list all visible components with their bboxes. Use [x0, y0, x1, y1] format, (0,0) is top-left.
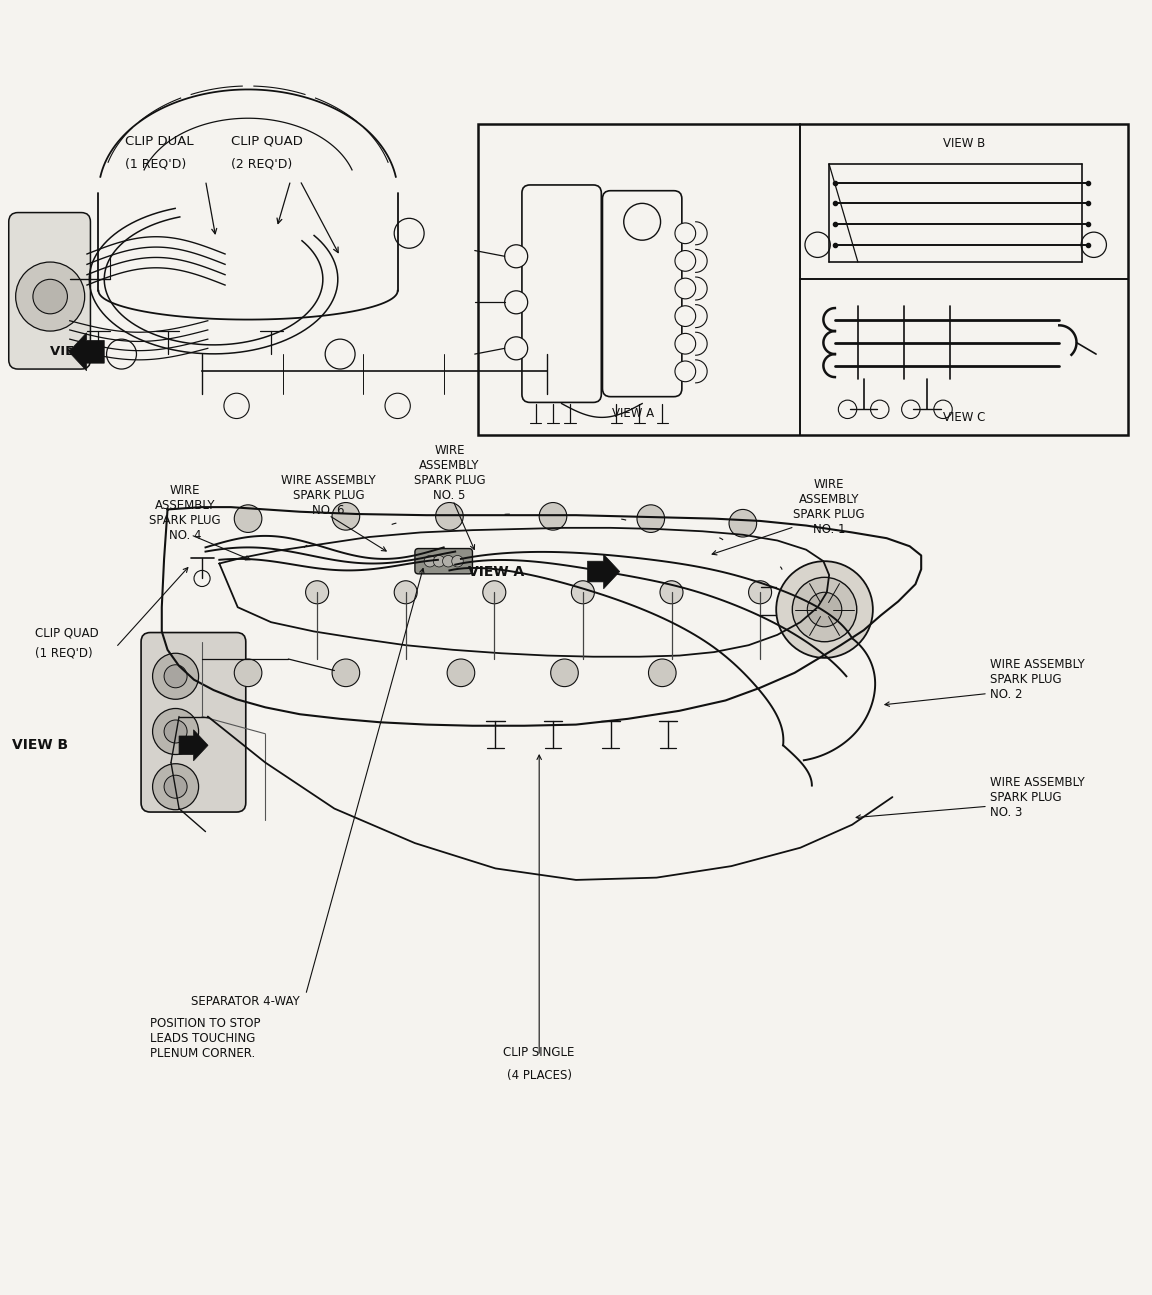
- Circle shape: [447, 659, 475, 686]
- Circle shape: [332, 502, 359, 530]
- Circle shape: [452, 556, 463, 567]
- Text: WIRE ASSEMBLY
SPARK PLUG
NO. 2: WIRE ASSEMBLY SPARK PLUG NO. 2: [991, 658, 1085, 701]
- Circle shape: [16, 262, 85, 332]
- Text: WIRE ASSEMBLY
SPARK PLUG
NO. 6: WIRE ASSEMBLY SPARK PLUG NO. 6: [281, 474, 376, 517]
- Circle shape: [33, 280, 68, 313]
- Circle shape: [934, 400, 953, 418]
- Circle shape: [505, 291, 528, 313]
- FancyBboxPatch shape: [415, 549, 472, 574]
- Circle shape: [675, 250, 696, 271]
- Circle shape: [305, 580, 328, 603]
- Circle shape: [152, 764, 198, 809]
- Circle shape: [435, 502, 463, 530]
- FancyBboxPatch shape: [602, 190, 682, 396]
- Text: WIRE
ASSEMBLY
SPARK PLUG
NO. 4: WIRE ASSEMBLY SPARK PLUG NO. 4: [149, 484, 220, 541]
- Polygon shape: [179, 730, 209, 761]
- Circle shape: [194, 570, 210, 587]
- Circle shape: [749, 580, 772, 603]
- Circle shape: [394, 580, 417, 603]
- Circle shape: [675, 306, 696, 326]
- Circle shape: [902, 400, 920, 418]
- Circle shape: [793, 578, 857, 642]
- Circle shape: [871, 400, 889, 418]
- Circle shape: [152, 708, 198, 755]
- FancyBboxPatch shape: [141, 632, 245, 812]
- Circle shape: [433, 556, 445, 567]
- Circle shape: [675, 278, 696, 299]
- Text: WIRE
ASSEMBLY
SPARK PLUG
NO. 5: WIRE ASSEMBLY SPARK PLUG NO. 5: [414, 444, 485, 501]
- Circle shape: [649, 659, 676, 686]
- Circle shape: [106, 339, 136, 369]
- Circle shape: [442, 556, 454, 567]
- Text: WIRE
ASSEMBLY
SPARK PLUG
NO. 1: WIRE ASSEMBLY SPARK PLUG NO. 1: [794, 478, 865, 536]
- Circle shape: [675, 223, 696, 243]
- Bar: [478, 124, 1128, 435]
- Circle shape: [1081, 232, 1106, 258]
- Circle shape: [164, 720, 187, 743]
- Circle shape: [164, 664, 187, 688]
- Circle shape: [623, 203, 660, 240]
- Text: CLIP QUAD: CLIP QUAD: [36, 625, 99, 638]
- Circle shape: [234, 659, 262, 686]
- Text: VIEW C: VIEW C: [51, 346, 104, 359]
- Circle shape: [637, 505, 665, 532]
- Circle shape: [325, 339, 355, 369]
- Circle shape: [546, 394, 571, 418]
- Circle shape: [660, 580, 683, 603]
- Circle shape: [424, 556, 435, 567]
- Text: (1 REQ'D): (1 REQ'D): [124, 158, 187, 171]
- Text: POSITION TO STOP
LEADS TOUCHING
PLENUM CORNER.: POSITION TO STOP LEADS TOUCHING PLENUM C…: [150, 1017, 260, 1061]
- Text: CLIP QUAD: CLIP QUAD: [230, 135, 303, 148]
- Polygon shape: [588, 554, 620, 589]
- Text: CLIP SINGLE: CLIP SINGLE: [503, 1046, 575, 1059]
- Text: VIEW C: VIEW C: [943, 411, 985, 423]
- Circle shape: [505, 245, 528, 268]
- Text: VIEW B: VIEW B: [943, 137, 985, 150]
- Circle shape: [776, 561, 873, 658]
- FancyBboxPatch shape: [522, 185, 601, 403]
- Circle shape: [234, 505, 262, 532]
- Circle shape: [571, 580, 594, 603]
- Circle shape: [483, 580, 506, 603]
- Circle shape: [729, 509, 757, 537]
- Circle shape: [675, 361, 696, 382]
- Text: (4 PLACES): (4 PLACES): [507, 1070, 571, 1083]
- Circle shape: [394, 219, 424, 249]
- Circle shape: [675, 333, 696, 354]
- FancyBboxPatch shape: [9, 212, 91, 369]
- Text: WIRE ASSEMBLY
SPARK PLUG
NO. 3: WIRE ASSEMBLY SPARK PLUG NO. 3: [991, 776, 1085, 818]
- Circle shape: [164, 776, 187, 798]
- Circle shape: [551, 659, 578, 686]
- Text: VIEW A: VIEW A: [613, 408, 654, 421]
- Circle shape: [223, 394, 249, 418]
- Circle shape: [839, 400, 857, 418]
- Text: VIEW B: VIEW B: [13, 738, 68, 752]
- Text: (2 REQ'D): (2 REQ'D): [230, 158, 293, 171]
- Text: SEPARATOR 4-WAY: SEPARATOR 4-WAY: [190, 996, 300, 1009]
- Text: VIEW A: VIEW A: [468, 565, 524, 579]
- Circle shape: [539, 502, 567, 530]
- Circle shape: [152, 653, 198, 699]
- Circle shape: [805, 232, 831, 258]
- Circle shape: [385, 394, 410, 418]
- Polygon shape: [69, 333, 104, 370]
- Text: (1 REQ'D): (1 REQ'D): [36, 646, 93, 659]
- Circle shape: [808, 592, 842, 627]
- Circle shape: [505, 337, 528, 360]
- Circle shape: [332, 659, 359, 686]
- Text: CLIP DUAL: CLIP DUAL: [124, 135, 194, 148]
